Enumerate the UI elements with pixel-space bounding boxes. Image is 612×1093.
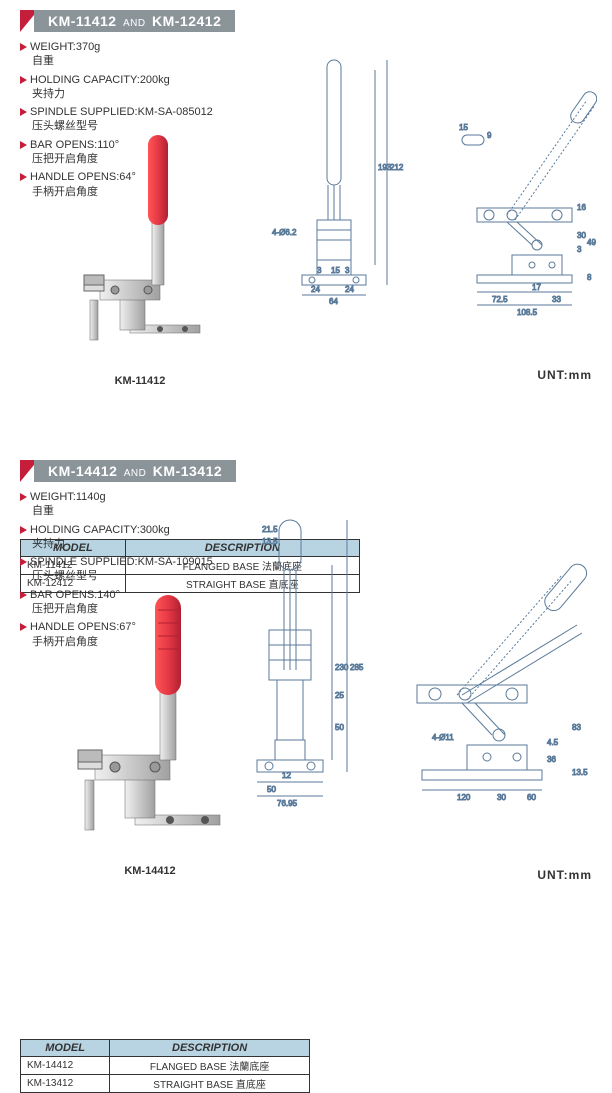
dim-label: 212 (390, 163, 404, 172)
dim-label: 4.5 (547, 738, 559, 747)
dim-label: 50 (335, 723, 344, 732)
dim-label: 13.5 (572, 768, 588, 777)
bullet-icon (20, 526, 27, 534)
dim-label: 285 (350, 663, 364, 672)
bullet-icon (20, 173, 27, 181)
spec-en: SPINDLE SUPPLIED:KM-SA-109015 (30, 556, 213, 568)
spec-cn: 自重 (32, 54, 220, 68)
photo-caption: KM-11412 (60, 375, 220, 387)
col-description: DESCRIPTION (110, 1039, 310, 1056)
dim-label: 30 (497, 793, 506, 802)
dim-label: 9 (487, 131, 492, 140)
header-join: AND (123, 18, 146, 29)
bullet-icon (20, 141, 27, 149)
header-model-a: KM-14412 (48, 463, 117, 479)
product-section-2: KM-14412 AND KM-13412 WEIGHT:1140g自重 HOL… (0, 450, 612, 925)
model-table: MODEL DESCRIPTION KM-14412 FLANGED BASE … (20, 1039, 310, 1093)
table-row: KM-13412 STRAIGHT BASE 直底座 (21, 1074, 310, 1092)
spec-en: WEIGHT:1140g (30, 491, 106, 503)
clamp-photo-svg (60, 130, 220, 370)
dim-label: 3 (317, 266, 322, 275)
dim-label: 83 (572, 723, 581, 732)
dim-label: 49 (587, 238, 596, 247)
dim-label: 16 (577, 203, 586, 212)
spec-en: SPINDLE SUPPLIED:KM-SA-085012 (30, 106, 213, 118)
bullet-icon (20, 76, 27, 84)
bullet-icon (20, 623, 27, 631)
spec-en: HOLDING CAPACITY:200kg (30, 74, 170, 86)
dim-label: 13.5 (262, 537, 278, 546)
spec-item: HOLDING CAPACITY:200kg夹持力 (20, 73, 220, 102)
dim-label: 25 (335, 691, 344, 700)
table-header-row: MODEL DESCRIPTION (21, 1039, 310, 1056)
photo-caption: KM-14412 (60, 865, 240, 877)
dim-label: 120 (457, 793, 471, 802)
dim-label: 30 (577, 231, 586, 240)
dim-label: 8 (587, 273, 592, 282)
product-photo: KM-14412 (60, 590, 240, 860)
section-header: KM-14412 AND KM-13412 (20, 460, 592, 482)
spec-item: SPINDLE SUPPLIED:KM-SA-109015压头螺丝型号 (20, 555, 220, 584)
dim-label: 24 (345, 285, 354, 294)
spec-cn: 夹持力 (32, 537, 220, 551)
header-join: AND (124, 468, 147, 479)
cell-model: KM-14412 (21, 1056, 110, 1074)
bullet-icon (20, 43, 27, 51)
dim-label: 108.5 (517, 308, 538, 317)
cell-desc: STRAIGHT BASE 直底座 (110, 1074, 310, 1092)
drawing-svg: 21.5 13.5 230 28 (227, 510, 597, 870)
dim-label: 17 (532, 283, 541, 292)
dim-label: 12 (282, 771, 291, 780)
dim-label: 4-Ø6.2 (272, 228, 297, 237)
dim-label: 4-Ø11 (432, 733, 454, 742)
bullet-icon (20, 591, 27, 599)
dim-label: 76.95 (277, 799, 298, 808)
dim-label: 3 (345, 266, 350, 275)
technical-drawing: 4-Ø6.2 64 24 24 3 15 3 193 212 (267, 50, 597, 370)
dim-label: 24 (311, 285, 320, 294)
bullet-icon (20, 493, 27, 501)
spec-en: HOLDING CAPACITY:300kg (30, 524, 170, 536)
dim-label: 3 (577, 245, 582, 254)
dim-label: 15 (331, 266, 340, 275)
dim-label: 64 (329, 297, 338, 306)
table-row: KM-14412 FLANGED BASE 法蘭底座 (21, 1056, 310, 1074)
product-section-1: KM-11412 AND KM-12412 WEIGHT:370g自重 HOLD… (0, 0, 612, 450)
bullet-icon (20, 108, 27, 116)
section-header: KM-11412 AND KM-12412 (20, 10, 592, 32)
unit-label: UNT:mm (537, 368, 592, 382)
spec-en: WEIGHT:370g (30, 41, 100, 53)
dim-label: 15 (459, 123, 468, 132)
cell-desc: FLANGED BASE 法蘭底座 (110, 1056, 310, 1074)
header-title: KM-11412 AND KM-12412 (34, 10, 235, 32)
spec-item: HOLDING CAPACITY:300kg夹持力 (20, 523, 220, 552)
col-model: MODEL (21, 1039, 110, 1056)
spec-cn: 压头螺丝型号 (32, 569, 220, 583)
dim-label: 33 (552, 295, 561, 304)
spec-item: WEIGHT:1140g自重 (20, 490, 220, 519)
spec-cn: 自重 (32, 504, 220, 518)
spec-cn: 夹持力 (32, 87, 220, 101)
spec-item: WEIGHT:370g自重 (20, 40, 220, 69)
header-model-a: KM-11412 (48, 13, 117, 29)
product-photo: KM-11412 (60, 130, 220, 370)
drawing-svg: 4-Ø6.2 64 24 24 3 15 3 193 212 (267, 50, 597, 370)
clamp-photo-svg (60, 590, 240, 860)
header-model-b: KM-12412 (152, 13, 221, 29)
technical-drawing: 21.5 13.5 230 28 (227, 510, 597, 870)
dim-label: 50 (267, 785, 276, 794)
cell-model: KM-13412 (21, 1074, 110, 1092)
bullet-icon (20, 558, 27, 566)
unit-label: UNT:mm (537, 868, 592, 882)
dim-label: 21.5 (262, 525, 278, 534)
header-title: KM-14412 AND KM-13412 (34, 460, 236, 482)
dim-label: 72.5 (492, 295, 508, 304)
dim-label: 36 (547, 755, 556, 764)
dim-label: 60 (527, 793, 536, 802)
header-model-b: KM-13412 (153, 463, 222, 479)
